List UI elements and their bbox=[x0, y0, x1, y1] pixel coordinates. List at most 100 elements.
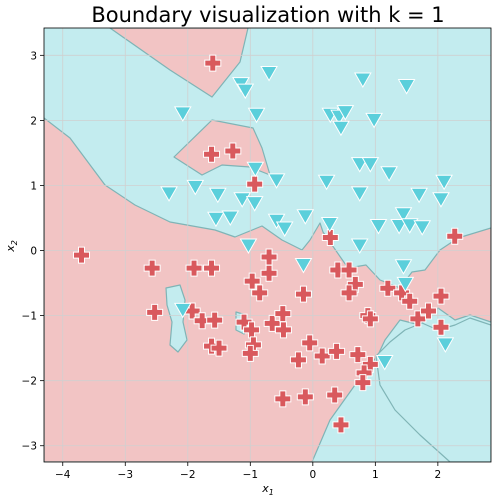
class0-point bbox=[326, 386, 344, 404]
class1-point bbox=[400, 218, 419, 234]
class1-point bbox=[390, 218, 408, 235]
class0-point bbox=[354, 374, 372, 392]
class0-point bbox=[340, 284, 358, 302]
class1-point bbox=[435, 174, 453, 191]
class1-point bbox=[361, 157, 380, 173]
class0-point bbox=[251, 284, 269, 302]
data-markers bbox=[73, 54, 464, 434]
class1-point bbox=[375, 354, 394, 371]
class1-point bbox=[410, 187, 428, 204]
class1-point bbox=[317, 174, 336, 191]
class1-point bbox=[208, 187, 227, 204]
class1-point bbox=[394, 259, 413, 275]
region-top bbox=[109, 28, 249, 98]
x-tick-label: −3 bbox=[118, 469, 133, 481]
class0-point bbox=[296, 388, 314, 406]
class0-point bbox=[203, 259, 221, 277]
class0-point bbox=[210, 339, 228, 357]
class1-point bbox=[350, 157, 369, 173]
class0-point bbox=[401, 292, 419, 310]
chart-title: Boundary visualization with k = 1 bbox=[91, 3, 444, 27]
island-right bbox=[375, 317, 491, 462]
class1-point bbox=[267, 213, 286, 230]
class1-point bbox=[332, 120, 350, 137]
class0-point bbox=[260, 264, 278, 282]
x-tick-label: −2 bbox=[180, 469, 195, 481]
class1-point bbox=[394, 207, 413, 223]
x-tick-label: −4 bbox=[55, 469, 71, 481]
class1-point bbox=[397, 79, 416, 95]
class0-point bbox=[193, 312, 211, 330]
class1-point bbox=[207, 211, 225, 228]
class1-point bbox=[173, 302, 192, 319]
class1-point bbox=[221, 210, 240, 227]
class0-point bbox=[328, 342, 346, 360]
class0-point bbox=[241, 344, 259, 362]
y-tick-label: 0 bbox=[30, 246, 37, 258]
class0-point bbox=[321, 229, 339, 247]
class0-point bbox=[243, 272, 261, 290]
class0-point bbox=[73, 246, 91, 264]
class0-point bbox=[289, 351, 307, 369]
class0-point bbox=[361, 310, 379, 328]
class1-point bbox=[350, 186, 369, 202]
x-tick-label: −1 bbox=[243, 469, 258, 481]
grid-lines bbox=[44, 28, 491, 462]
class0-point bbox=[432, 318, 450, 336]
class1-point bbox=[236, 83, 255, 100]
class1-point bbox=[413, 220, 432, 236]
class1-point bbox=[247, 107, 266, 124]
y-tick-label: 2 bbox=[30, 115, 37, 127]
x-tick-label: 1 bbox=[372, 469, 379, 481]
class0-point bbox=[246, 175, 264, 193]
class0-point bbox=[274, 321, 292, 339]
class0-point bbox=[349, 346, 367, 364]
class1-point bbox=[369, 218, 388, 235]
x-axis-label: x1 bbox=[261, 482, 274, 497]
class1-point bbox=[296, 209, 315, 225]
class0-point bbox=[332, 416, 350, 434]
class1-point bbox=[350, 238, 369, 254]
x-tick-label: 0 bbox=[309, 469, 316, 481]
class0-point bbox=[432, 287, 450, 305]
y-tick-label: −2 bbox=[22, 376, 37, 388]
class1-point bbox=[436, 337, 455, 353]
class1-point bbox=[186, 179, 205, 196]
class1-point bbox=[380, 166, 398, 182]
class1-point bbox=[432, 192, 450, 208]
class1-point bbox=[246, 161, 265, 178]
class0-point bbox=[143, 259, 161, 277]
class0-point bbox=[204, 54, 222, 72]
class0-point bbox=[185, 259, 203, 277]
plot-frame bbox=[43, 27, 492, 463]
island-left bbox=[165, 284, 188, 353]
class1-point bbox=[336, 105, 355, 121]
class1-point bbox=[239, 238, 258, 254]
plot-area bbox=[44, 28, 491, 462]
y-axis-ticks: −3 −2 −1 0 1 2 3 bbox=[22, 50, 44, 453]
class1-point bbox=[365, 112, 383, 129]
class1-point bbox=[294, 257, 313, 274]
class1-point bbox=[353, 72, 372, 89]
class0-point bbox=[346, 275, 364, 293]
class0-point bbox=[446, 227, 464, 245]
y-axis-label: x2 bbox=[4, 240, 19, 253]
class1-point bbox=[160, 186, 178, 202]
class0-point bbox=[419, 302, 437, 320]
y-tick-label: 3 bbox=[30, 50, 37, 62]
class0-point bbox=[313, 347, 331, 365]
class0-point bbox=[361, 355, 379, 373]
y-tick-label: −3 bbox=[22, 441, 37, 453]
class1-point bbox=[275, 221, 294, 238]
y-tick-label: −1 bbox=[22, 311, 37, 323]
class0-point bbox=[146, 303, 164, 321]
x-axis-ticks: −4 −3 −2 −1 0 1 2 bbox=[55, 462, 441, 481]
class0-point bbox=[301, 334, 319, 352]
y-tick-label: 1 bbox=[30, 180, 37, 192]
x-tick-label: 2 bbox=[435, 469, 442, 481]
class1-point bbox=[260, 66, 278, 82]
class1-point bbox=[245, 196, 264, 212]
class0-point bbox=[294, 285, 312, 303]
class1-point bbox=[267, 173, 286, 189]
